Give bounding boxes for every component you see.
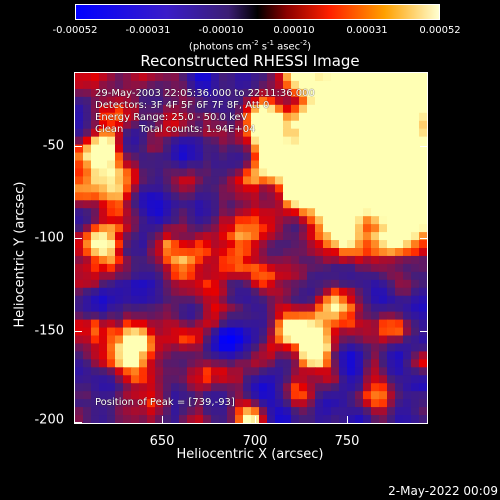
x-tick-label: 700	[242, 434, 268, 449]
colorbar-units: (photons cm-2 s-1 asec-2)	[188, 39, 312, 53]
y-tick-label: -50	[42, 138, 64, 154]
colorbar	[75, 4, 440, 20]
y-axis-label: Heliocentric Y (arcsec)	[12, 181, 28, 328]
info-time-range: 29-May-2003 22:05:36.000 to 22:11:36.000	[95, 88, 315, 99]
y-tick-label: -150	[34, 323, 64, 339]
peak-position: Position of Peak = [739,-93]	[95, 397, 235, 408]
info-energy-range: Energy Range: 25.0 - 50.0 keV	[95, 112, 248, 123]
x-tick-label: 650	[149, 434, 175, 449]
colorbar-tick-label: -0.00010	[198, 25, 244, 36]
y-tick-label: -200	[34, 412, 64, 428]
image-title: Reconstructed RHESSI Image	[140, 52, 360, 70]
info-detectors: Detectors: 3F 4F 5F 6F 7F 8F, Att 0	[95, 100, 270, 111]
x-axis-label: Heliocentric X (arcsec)	[176, 447, 324, 462]
colorbar-tick-label: -0.00052	[52, 25, 98, 36]
heatmap	[75, 73, 427, 423]
x-tick-label: 750	[334, 434, 360, 449]
colorbar-tick-label: -0.00031	[125, 25, 171, 36]
colorbar-tick-label: 0.00031	[346, 25, 388, 36]
colorbar-tick-label: 0.00010	[273, 25, 315, 36]
y-tick-label: -100	[34, 230, 64, 246]
rhessi-image-panel	[74, 72, 428, 424]
footer-date: 2-May-2022 00:09	[388, 484, 498, 498]
colorbar-tick-label: 0.00052	[419, 25, 461, 36]
info-total-counts: Clean Total counts: 1.94E+04	[95, 124, 256, 135]
